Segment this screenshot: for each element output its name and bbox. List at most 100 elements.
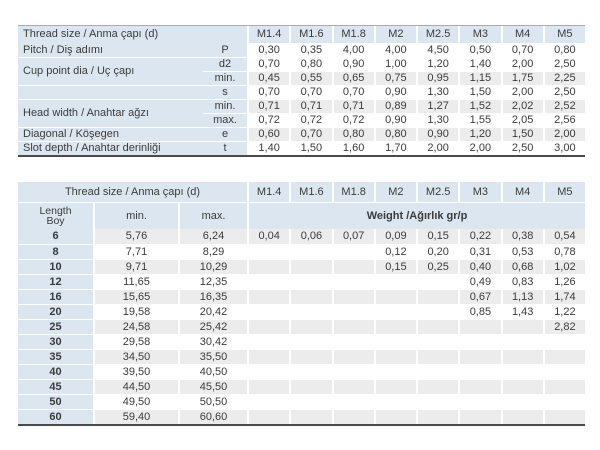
weight-cell: 0,09 bbox=[373, 229, 417, 244]
spec-cell: 1,50 bbox=[289, 141, 332, 155]
weight-cell: 2,82 bbox=[542, 319, 586, 334]
size-header-cell: M1.4 bbox=[247, 182, 290, 202]
weight-cell bbox=[373, 289, 417, 304]
weight-cell: 0,68 bbox=[500, 259, 543, 274]
weight-cell bbox=[542, 409, 586, 424]
weight-cell bbox=[331, 379, 374, 394]
min-column-header: min. bbox=[93, 202, 178, 229]
length-cell: 30 bbox=[18, 334, 93, 349]
row-label: Pitch / Diş adımı bbox=[18, 43, 203, 57]
weight-cell: 0,15 bbox=[416, 229, 459, 244]
weight-cell: 0,78 bbox=[542, 244, 586, 259]
spec-cell: 0,65 bbox=[331, 71, 374, 85]
min-cell: 34,50 bbox=[93, 349, 178, 364]
weight-row: 35 34,50 35,50 bbox=[18, 349, 586, 364]
max-cell: 50,50 bbox=[178, 394, 248, 409]
weight-cell: 1,02 bbox=[542, 259, 586, 274]
weight-cell bbox=[542, 334, 586, 349]
spec-cell: 2,00 bbox=[542, 127, 585, 141]
row-label: Diagonal / Köşegen bbox=[18, 127, 203, 141]
weight-cell: 0,04 bbox=[247, 229, 290, 244]
weight-cell: 0,25 bbox=[416, 259, 459, 274]
weight-row: 20 19,58 20,42 0,85 1,43 1,22 bbox=[18, 304, 586, 319]
length-cell: 10 bbox=[18, 259, 93, 274]
weight-cell bbox=[331, 409, 374, 424]
weight-cell bbox=[542, 379, 586, 394]
weight-cell: 0,83 bbox=[500, 274, 543, 289]
sub-label: t bbox=[203, 141, 247, 155]
weight-cell bbox=[289, 394, 332, 409]
spec-cell: 1,60 bbox=[331, 141, 374, 155]
weight-cell bbox=[500, 334, 543, 349]
size-header-cell: M5 bbox=[542, 26, 585, 43]
max-cell: 60,60 bbox=[178, 409, 248, 424]
min-cell: 5,76 bbox=[93, 229, 178, 244]
size-header-cell: M1.4 bbox=[247, 26, 290, 43]
weight-cell: 0,31 bbox=[458, 244, 501, 259]
weight-cell: 0,12 bbox=[373, 244, 417, 259]
spec-cell: 2,50 bbox=[542, 57, 585, 71]
spec-row: Cup point dia / Uç çapı d2 0,70 0,80 0,90 1,0… bbox=[18, 57, 585, 85]
sub-label: max. bbox=[203, 113, 247, 127]
weight-cell bbox=[331, 259, 374, 274]
row-label: Head width / Anahtar ağzı bbox=[18, 99, 203, 127]
spec-cell: 2,05 bbox=[500, 113, 543, 127]
spec-row: Slot depth / Anahtar derinliği t 1,40 1,50 1… bbox=[18, 141, 585, 155]
length-label-en: Length bbox=[39, 205, 72, 217]
weight-cell bbox=[247, 319, 290, 334]
size-header-cell: M3 bbox=[458, 182, 501, 202]
spec-cell: 2,00 bbox=[500, 85, 543, 99]
weight-table-subheader-row: Length Boy min. max. Weight /Ağırlık gr/… bbox=[18, 202, 586, 229]
spec-cell: 0,90 bbox=[416, 127, 459, 141]
weight-cell bbox=[500, 394, 543, 409]
weight-cell: 0,85 bbox=[458, 304, 501, 319]
weight-cell bbox=[458, 394, 501, 409]
spec-cell: 0,90 bbox=[331, 57, 374, 71]
weight-cell bbox=[289, 259, 332, 274]
weight-row: 12 11,65 12,35 0,49 0,83 1,26 bbox=[18, 274, 586, 289]
max-cell: 30,42 bbox=[178, 334, 248, 349]
weight-column-header: Weight /Ağırlık gr/p bbox=[247, 202, 586, 229]
length-cell: 35 bbox=[18, 349, 93, 364]
length-label-tr: Boy bbox=[46, 215, 65, 227]
min-cell: 7,71 bbox=[93, 244, 178, 259]
weight-cell bbox=[247, 259, 290, 274]
weight-row: 25 24,58 25,42 2,82 bbox=[18, 319, 586, 334]
spec-cell: 1,40 bbox=[458, 57, 501, 71]
spec-cell: 4,00 bbox=[331, 43, 374, 57]
spec-cell: 1,15 bbox=[458, 71, 501, 85]
weight-cell bbox=[416, 379, 459, 394]
weight-cell bbox=[416, 319, 459, 334]
size-header-cell: M4 bbox=[500, 26, 543, 43]
size-header-cell: M2 bbox=[373, 182, 417, 202]
weight-row: 40 39,50 40,50 bbox=[18, 364, 586, 379]
spec-row: max. 0,72 0,72 0,72 0,90 1,30 1,55 2,05 2,56 bbox=[18, 113, 585, 127]
spec-cell: 0,70 bbox=[247, 85, 290, 99]
spec-cell: 0,70 bbox=[247, 57, 290, 71]
spec-cell: 0,71 bbox=[289, 99, 332, 113]
weight-cell bbox=[331, 349, 374, 364]
spec-table-title: Thread size / Anma çapı (d) bbox=[18, 26, 247, 43]
weight-cell: 0,07 bbox=[331, 229, 374, 244]
length-cell: 50 bbox=[18, 394, 93, 409]
weight-cell bbox=[500, 319, 543, 334]
weight-row: 30 29,58 30,42 bbox=[18, 334, 586, 349]
weight-cell bbox=[331, 364, 374, 379]
weight-cell bbox=[458, 319, 501, 334]
weight-cell: 1,26 bbox=[542, 274, 586, 289]
weight-cell bbox=[247, 244, 290, 259]
length-cell: 12 bbox=[18, 274, 93, 289]
weight-cell bbox=[331, 319, 374, 334]
length-cell: 6 bbox=[18, 229, 93, 244]
weight-cell bbox=[331, 304, 374, 319]
spec-row: min. 0,45 0,55 0,65 0,75 0,95 1,15 1,75 2,25 bbox=[18, 71, 585, 85]
size-header-cell: M2 bbox=[373, 26, 416, 43]
weight-cell bbox=[373, 274, 417, 289]
min-cell: 11,65 bbox=[93, 274, 178, 289]
weight-cell bbox=[542, 364, 586, 379]
spec-cell: 0,75 bbox=[373, 71, 416, 85]
spec-cell: 0,50 bbox=[458, 43, 500, 57]
sub-label: e bbox=[203, 127, 247, 141]
spec-cell: 2,56 bbox=[542, 113, 585, 127]
